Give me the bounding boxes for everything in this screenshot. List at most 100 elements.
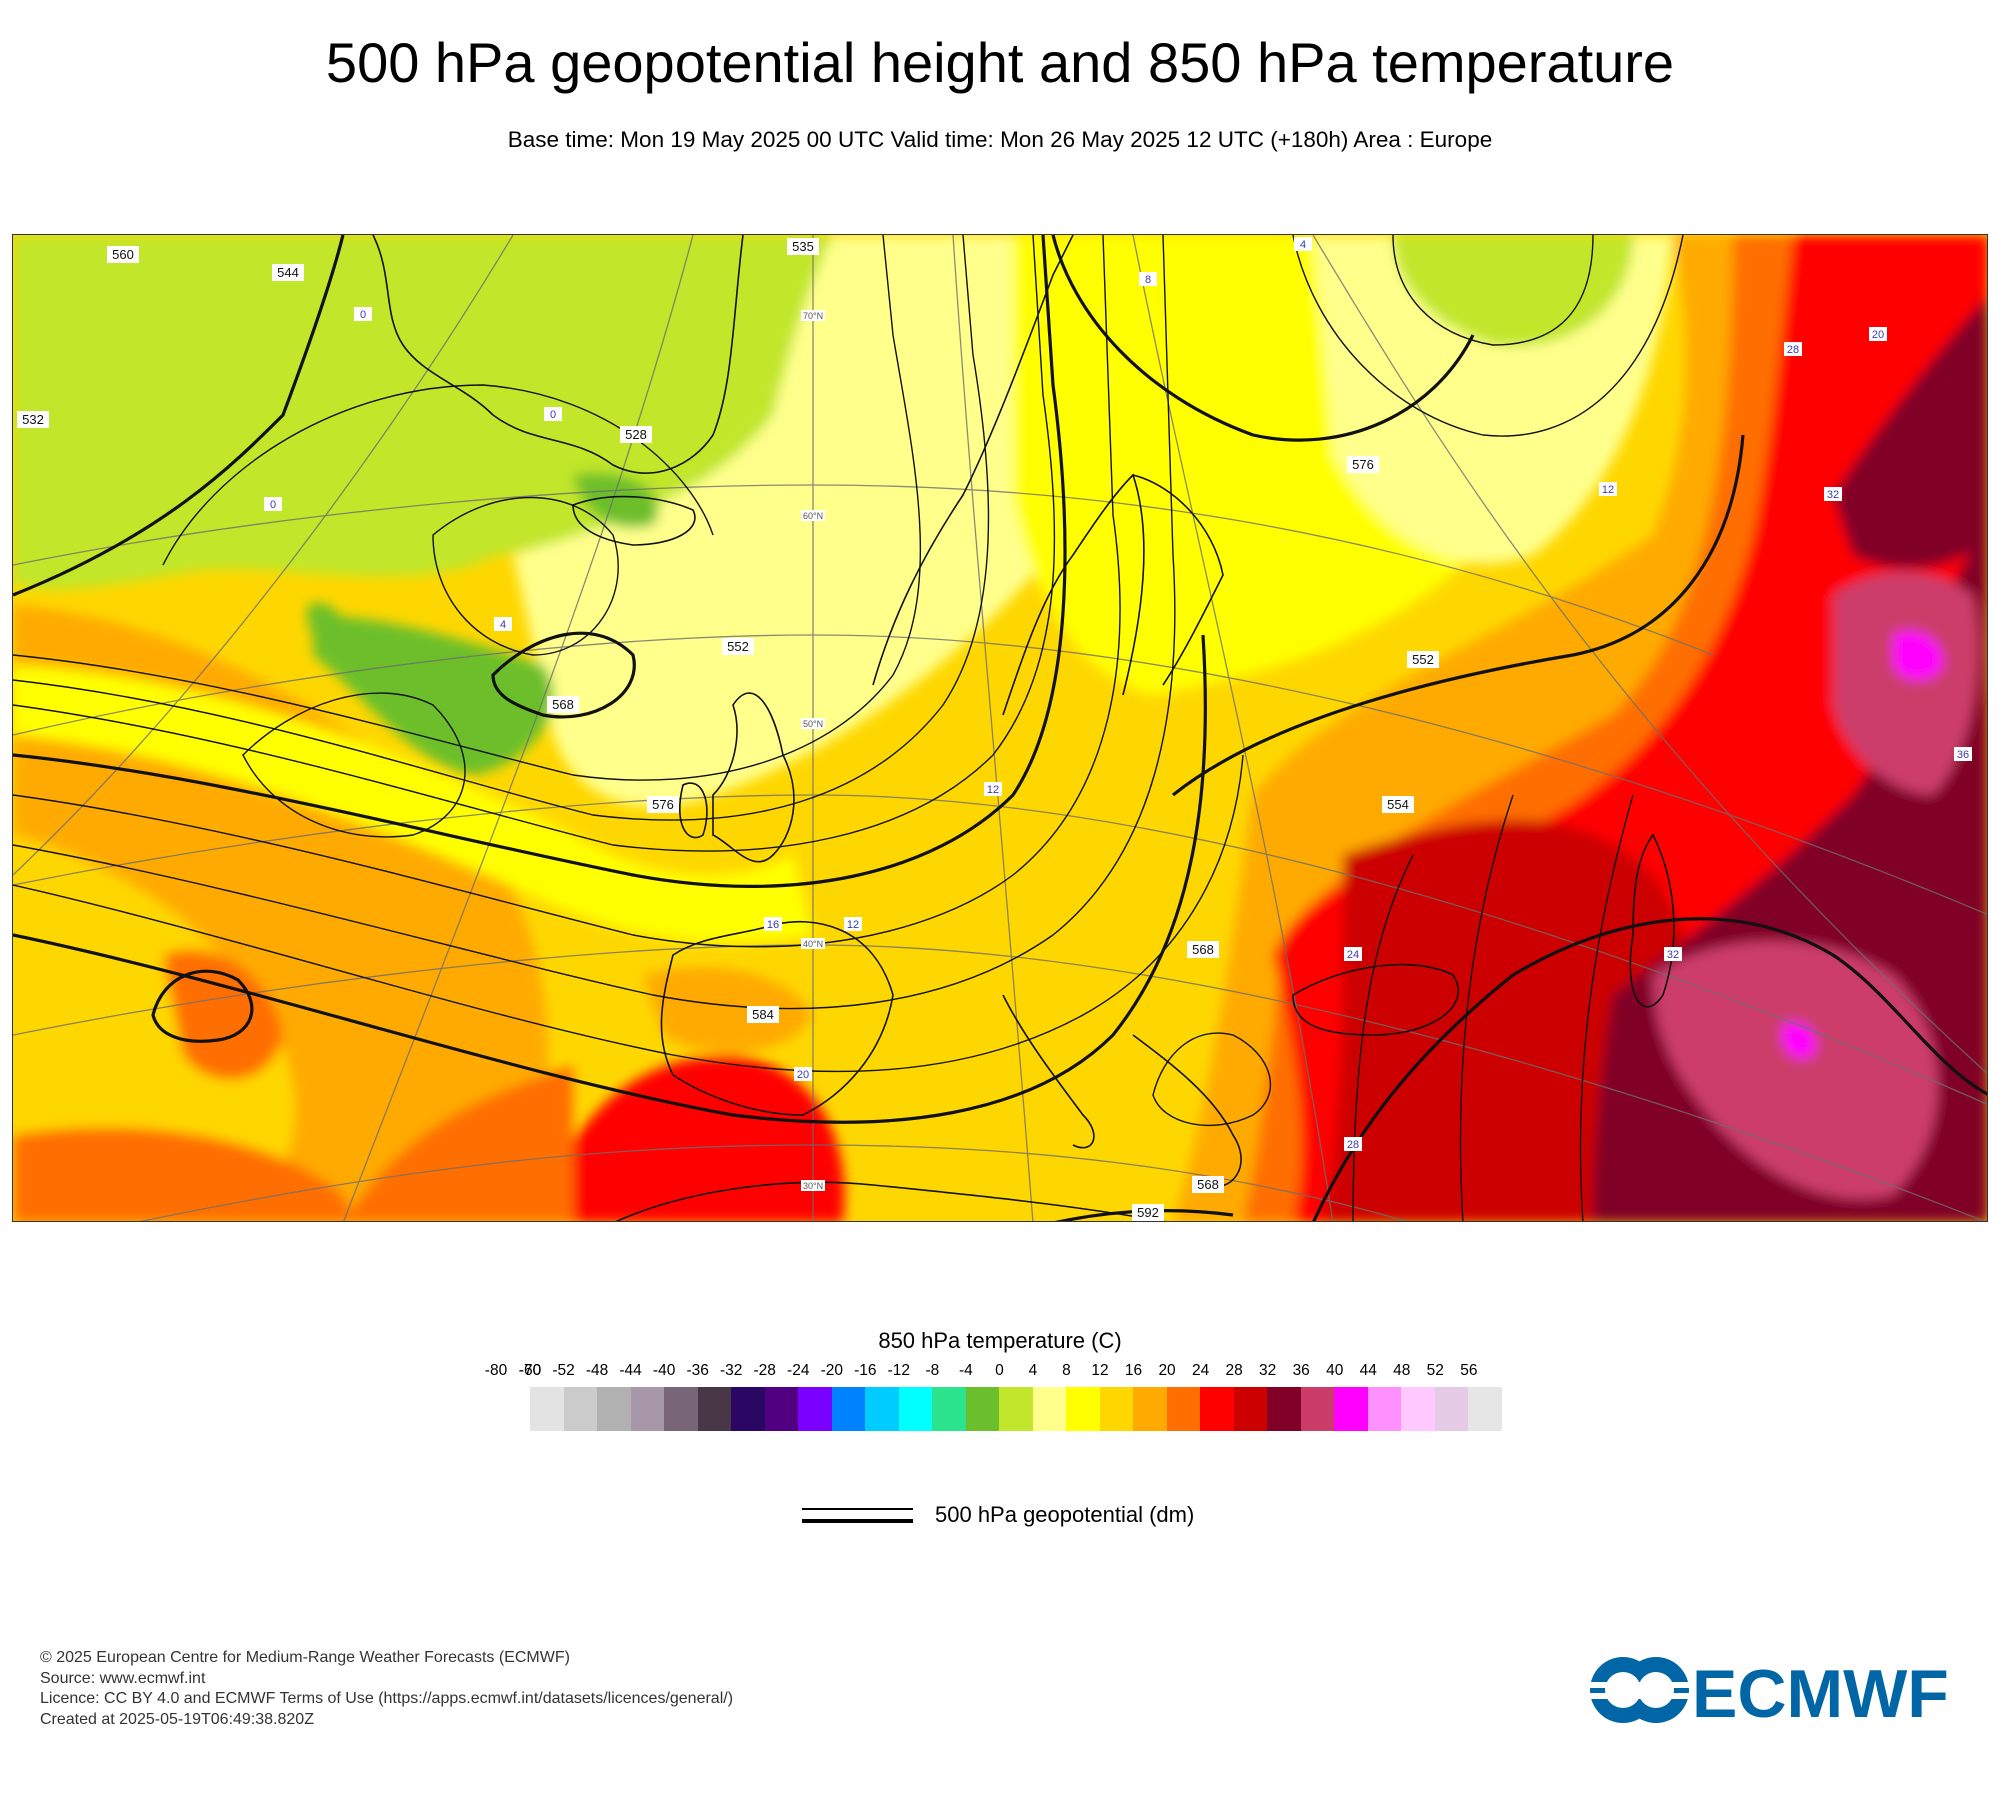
legend-swatch	[1133, 1387, 1167, 1431]
temp-label: 20	[794, 1067, 812, 1081]
svg-text:32: 32	[1667, 949, 1679, 961]
coast-sweden-baltic	[1002, 473, 1145, 716]
svg-text:28: 28	[1347, 1139, 1359, 1151]
legend-swatch	[831, 1387, 866, 1431]
legend-swatch	[664, 1387, 698, 1431]
legend-tick-label: 56	[1460, 1362, 1478, 1379]
copyright-text: © 2025 European Centre for Medium-Range …	[40, 1649, 570, 1666]
temp-region-lime-russia	[1393, 235, 1633, 347]
forecast-map: 560 544 535 552 528 568	[12, 234, 1988, 1222]
legend-swatch	[965, 1387, 1000, 1431]
coast-balkans-greece	[1132, 1034, 1242, 1188]
created-text: Created at 2025-05-19T06:49:38.820Z	[40, 1710, 314, 1728]
legend-swatch	[798, 1387, 832, 1431]
temp-region-pink-east	[1653, 941, 1938, 1199]
legend-tick-label: 20	[1158, 1362, 1176, 1379]
lat-line-50	[13, 794, 1987, 1105]
lat-line-70	[13, 484, 1714, 656]
licence-text: Licence: CC BY 4.0 and ECMWF Terms of Us…	[40, 1690, 734, 1707]
legend-tick-label: 52	[1426, 1362, 1444, 1379]
legend-tick-label: -16	[854, 1362, 877, 1379]
legend-swatch	[1401, 1387, 1435, 1431]
legend-swatch	[597, 1387, 631, 1431]
contour-label: 535	[787, 238, 819, 255]
contour-thin-1	[13, 235, 922, 781]
legend-tick-label: 24	[1191, 1362, 1210, 1379]
lat-line-60	[13, 634, 1987, 915]
source-text: Source: www.ecmwf.int	[40, 1669, 206, 1687]
legend-tick-label: 48	[1393, 1362, 1411, 1379]
coast-italy	[1002, 994, 1095, 1149]
coast-iceland	[572, 495, 696, 546]
legend-tick-label: -52	[552, 1362, 575, 1379]
legend-tick-label: -20	[820, 1362, 843, 1379]
temp-region-magenta-2	[1782, 1022, 1816, 1059]
legend-swatch	[932, 1387, 966, 1431]
lat-label: 70°N	[801, 310, 825, 321]
contour-label: 544	[272, 264, 304, 281]
ecmwf-logo: ECMWF	[1588, 1656, 1949, 1725]
legend-tick-labels: -80 -70 -60 -52 -48 -44 -40 -36 -32 -28 -24 -20 -16-…	[0, 1362, 2000, 1386]
legend-tick-label: 16	[1124, 1362, 1143, 1379]
chart-title: 500 hPa geopotential height and 850 hPa …	[325, 31, 1675, 94]
svg-text:0: 0	[360, 309, 366, 321]
svg-text:36: 36	[1957, 749, 1969, 761]
legend-swatch	[1166, 1387, 1201, 1431]
contour-label: 528	[620, 426, 652, 443]
temp-label: 20	[1869, 327, 1887, 341]
temp-label: 12	[984, 782, 1002, 796]
svg-text:528: 528	[625, 427, 647, 442]
contour-thin-12	[1152, 1032, 1272, 1127]
contour-bold-584	[151, 969, 254, 1043]
temp-region-yellow-band	[13, 665, 813, 943]
temp-label: 12	[844, 917, 862, 931]
svg-text:12: 12	[1602, 484, 1614, 496]
coastlines	[372, 235, 1675, 1221]
svg-text:552: 552	[1412, 652, 1434, 667]
coast-africa	[615, 1181, 1167, 1221]
svg-text:40°N: 40°N	[803, 939, 823, 949]
temp-label: 0	[544, 407, 562, 421]
svg-text:554: 554	[1387, 797, 1409, 812]
temp-region-orange-africa	[344, 1065, 573, 1221]
contour-bold-552	[13, 235, 1067, 888]
temp-region-red-africa	[533, 1055, 845, 1221]
coast-finland	[1132, 474, 1224, 686]
legend-tick-label: 40	[1326, 1362, 1344, 1379]
legend-tick-label: -28	[753, 1362, 776, 1379]
temp-label: 0	[354, 307, 372, 321]
contour-label: 552	[722, 638, 754, 655]
lon-line-e40	[1132, 235, 1334, 1221]
legend-tick-label: -60	[518, 1362, 542, 1379]
legend-tick-label: -40	[652, 1362, 676, 1379]
temp-label: 16	[764, 917, 782, 931]
svg-text:0: 0	[550, 409, 556, 421]
lon-line-w40	[13, 235, 514, 876]
svg-text:8: 8	[1145, 274, 1151, 286]
temp-region-gold-atlantic	[13, 835, 295, 1221]
geopotential-contours	[13, 235, 1684, 1221]
temp-region-green-core-2	[307, 603, 346, 648]
contour-thin-9	[162, 384, 714, 566]
temp-label: 32	[1664, 947, 1682, 961]
lon-line-e20	[952, 235, 1034, 1221]
svg-text:576: 576	[652, 797, 674, 812]
svg-text:12: 12	[987, 784, 999, 796]
temp-region-green-core-1	[313, 615, 554, 775]
contour-legend-label: 500 hPa geopotential (dm)	[935, 1502, 1195, 1527]
legend-swatch	[1334, 1387, 1368, 1431]
legend-tick-label: 44	[1359, 1362, 1377, 1379]
contour-thin-2	[13, 235, 990, 821]
legend-swatch	[1434, 1387, 1469, 1431]
coast-ireland	[679, 782, 708, 839]
chart-subtitle: Base time: Mon 19 May 2025 00 UTC Valid …	[507, 127, 1493, 152]
contour-bold-east-2	[1312, 917, 1987, 1221]
legend-swatch	[1099, 1387, 1134, 1431]
contour-label: 552	[1407, 651, 1439, 668]
legend-tick-label: -44	[619, 1362, 642, 1379]
legend-swatch	[1066, 1387, 1100, 1431]
legend-tick-label: -24	[787, 1362, 810, 1379]
legend-tick-label: 8	[1062, 1362, 1071, 1379]
svg-text:16: 16	[767, 919, 779, 931]
legend-tick-label: -4	[958, 1362, 973, 1379]
